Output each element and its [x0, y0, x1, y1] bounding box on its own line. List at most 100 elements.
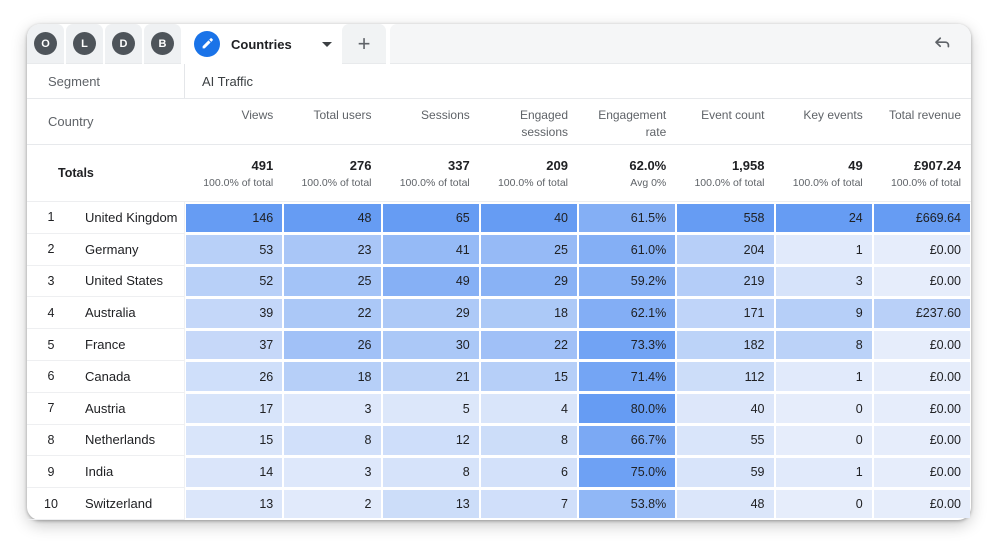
- segment-row: Segment AI Traffic: [27, 64, 971, 99]
- tab-countries-label: Countries: [231, 36, 292, 52]
- metric-cell: 80.0%: [579, 394, 676, 424]
- metric-cell: 7: [480, 489, 577, 519]
- totals-cell: 491 100.0% of total: [185, 145, 283, 201]
- country-name: United Kingdom: [75, 202, 185, 234]
- metric-cell: 61.0%: [579, 235, 676, 265]
- avatar-circle: L: [73, 32, 96, 55]
- totals-value: 276: [349, 157, 372, 173]
- column-header[interactable]: Views: [241, 108, 274, 122]
- metric-cell: 13: [382, 489, 479, 519]
- column-header[interactable]: Sessions: [421, 108, 470, 122]
- mini-tab-b[interactable]: B: [144, 24, 181, 64]
- mini-tab-d[interactable]: D: [105, 24, 142, 64]
- row-rank: 4: [27, 297, 75, 330]
- totals-subtext: Avg 0%: [630, 176, 667, 189]
- table-row: 3 United States 52 25 49 29 59.2% 219 3 £0.00: [27, 265, 971, 298]
- metric-cell: 52: [186, 267, 283, 296]
- metric-cell: 12: [382, 426, 479, 455]
- table-row: 6 Canada 26 18 21 15 71.4% 112 1 £0.00: [27, 360, 971, 393]
- row-rank: 1: [27, 202, 75, 234]
- metric-cell: £0.00: [873, 267, 970, 296]
- metric-cell: 171: [677, 298, 774, 328]
- metric-cell: 59: [677, 457, 774, 487]
- dimension-header: Country: [48, 114, 94, 129]
- row-rank: 7: [27, 393, 75, 425]
- mini-tab-l[interactable]: L: [66, 24, 103, 64]
- metric-cell: 112: [677, 362, 774, 392]
- metric-cell: 26: [186, 362, 283, 392]
- totals-value: 337: [448, 157, 470, 173]
- segment-value: AI Traffic: [202, 73, 254, 89]
- mini-tab-o[interactable]: O: [27, 24, 64, 64]
- metric-cell: 75.0%: [579, 457, 676, 487]
- column-header[interactable]: Key events: [803, 108, 863, 122]
- metric-cell: 55: [677, 426, 774, 455]
- country-name: Switzerland: [75, 488, 185, 520]
- metric-cell: 9: [775, 298, 872, 328]
- totals-value: 209: [546, 157, 568, 173]
- metric-cell: £0.00: [873, 426, 970, 455]
- table-header-row: Country Views Total users Sessions Engaged …: [27, 99, 971, 145]
- totals-label: Totals: [58, 166, 94, 180]
- metric-cell: 22: [480, 330, 577, 360]
- column-header[interactable]: Engagement rate: [598, 108, 667, 140]
- country-name: Germany: [75, 233, 185, 266]
- avatar-circle: D: [112, 32, 135, 55]
- metric-cell: 26: [284, 330, 381, 360]
- table-row: 2 Germany 53 23 41 25 61.0% 204 1 £0.00: [27, 233, 971, 266]
- metric-cell: £0.00: [873, 457, 970, 487]
- metric-cell: 48: [677, 489, 774, 519]
- metric-cell: 13: [186, 489, 283, 519]
- row-rank: 9: [27, 456, 75, 489]
- metric-cell: 21: [382, 362, 479, 392]
- metric-cell: 39: [186, 298, 283, 328]
- totals-cell: 49 100.0% of total: [775, 145, 873, 201]
- country-name: Canada: [75, 360, 185, 393]
- metric-cell: 15: [480, 362, 577, 392]
- column-header[interactable]: Event count: [701, 108, 765, 122]
- chevron-down-icon[interactable]: [322, 41, 332, 47]
- totals-cell: 209 100.0% of total: [480, 145, 578, 201]
- row-rank: 8: [27, 425, 75, 457]
- row-rank: 6: [27, 361, 75, 393]
- country-name: United States: [75, 265, 185, 298]
- metric-cell: 18: [480, 298, 577, 328]
- undo-button[interactable]: [929, 31, 955, 57]
- table-row: 8 Netherlands 15 8 12 8 66.7% 55 0 £0.00: [27, 424, 971, 457]
- metric-cell: 558: [677, 203, 774, 233]
- metric-cell: 25: [284, 267, 381, 296]
- segment-label: Segment: [27, 64, 185, 98]
- edit-pencil-icon: [194, 31, 220, 57]
- column-header[interactable]: Total revenue: [888, 108, 961, 122]
- totals-cell: 337 100.0% of total: [382, 145, 480, 201]
- metric-cell: 30: [382, 330, 479, 360]
- metric-cell: 182: [677, 330, 774, 360]
- column-header[interactable]: Total users: [313, 108, 372, 122]
- metric-cell: 66.7%: [579, 426, 676, 455]
- metric-cell: 3: [775, 267, 872, 296]
- totals-value: £907.24: [914, 157, 961, 173]
- totals-subtext: 100.0% of total: [890, 176, 961, 189]
- country-name: Netherlands: [75, 424, 185, 457]
- metric-cell: £237.60: [873, 298, 970, 328]
- column-header[interactable]: Engaged sessions: [519, 108, 568, 140]
- metric-cell: £669.64: [873, 203, 970, 233]
- totals-cell: 276 100.0% of total: [283, 145, 381, 201]
- totals-subtext: 100.0% of total: [792, 176, 863, 189]
- metric-cell: 29: [382, 298, 479, 328]
- totals-subtext: 100.0% of total: [497, 176, 568, 189]
- metric-cell: 61.5%: [579, 203, 676, 233]
- table-row: 1 United Kingdom 146 48 65 40 61.5% 558 24 £669.6…: [27, 202, 971, 234]
- table-body: 1 United Kingdom 146 48 65 40 61.5% 558 24 £669.6…: [27, 202, 971, 520]
- tab-strip: [390, 24, 971, 64]
- add-tab-button[interactable]: +: [342, 24, 386, 64]
- metric-cell: 0: [775, 394, 872, 424]
- metric-cell: 62.1%: [579, 298, 676, 328]
- tab-countries[interactable]: Countries: [183, 24, 342, 64]
- metric-cell: 204: [677, 235, 774, 265]
- avatar-circle: B: [151, 32, 174, 55]
- metric-cell: 6: [480, 457, 577, 487]
- metric-cell: 40: [677, 394, 774, 424]
- metric-cell: 71.4%: [579, 362, 676, 392]
